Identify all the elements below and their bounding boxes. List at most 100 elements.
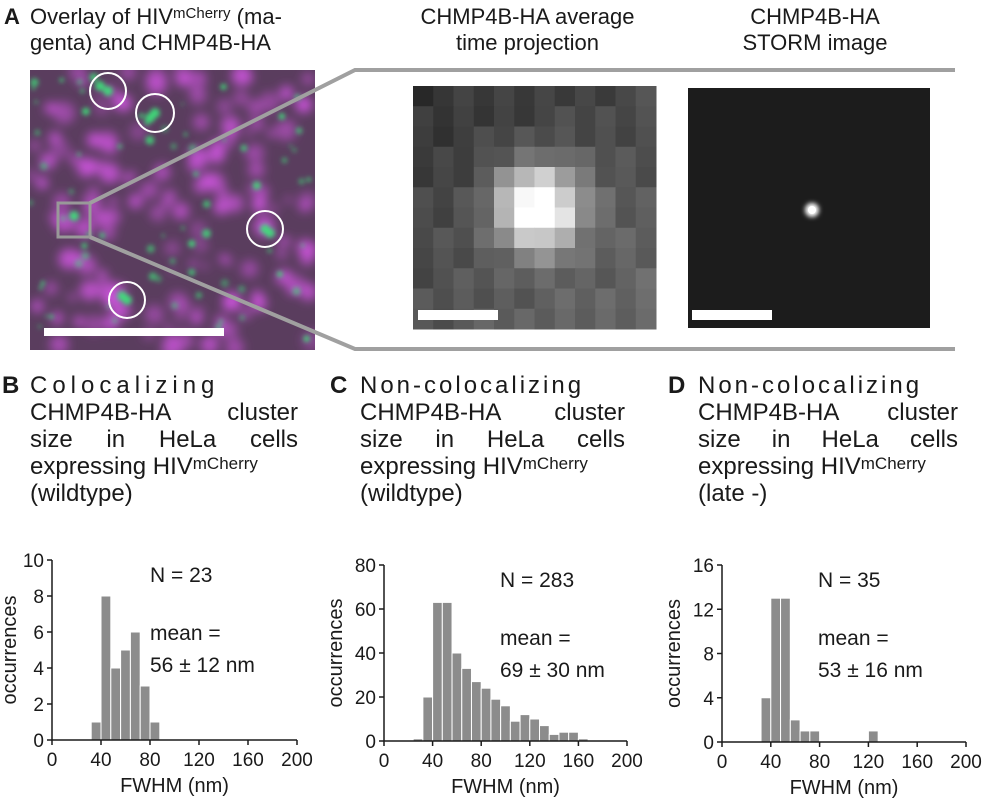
y-tick-label: 8 bbox=[703, 645, 714, 666]
histogram-bar bbox=[441, 601, 453, 742]
panel-b-caption: Colocalizing CHMP4B-HA cluster size in H… bbox=[30, 372, 298, 507]
panel-a-caption: Overlay of HIVmCherry (ma- genta) and CH… bbox=[30, 4, 282, 56]
panel-d-caption-line1: Non-colocalizing bbox=[698, 372, 923, 399]
y-tick-label: 20 bbox=[355, 688, 376, 709]
storm-cluster-core bbox=[808, 206, 816, 214]
mean-annotation-line2: 69 ± 30 nm bbox=[500, 659, 605, 682]
histogram-bar bbox=[799, 730, 811, 743]
x-tick-label: 80 bbox=[809, 752, 830, 773]
histogram-bar bbox=[558, 731, 570, 742]
panel-c-caption-line5: (wildtype) bbox=[360, 480, 463, 507]
x-tick-label: 200 bbox=[611, 751, 643, 772]
x-axis-label: FWHM (nm) bbox=[120, 775, 229, 797]
x-axis-label: FWHM (nm) bbox=[451, 776, 560, 798]
panel-b-caption-line4: expressing HIV bbox=[30, 453, 193, 480]
y-tick-label: 10 bbox=[23, 551, 44, 572]
histogram-bar bbox=[770, 597, 782, 743]
y-tick-label: 12 bbox=[693, 600, 714, 621]
zoom-region-box bbox=[56, 201, 92, 239]
y-tick-label: 4 bbox=[703, 689, 714, 710]
y-tick-label: 8 bbox=[33, 587, 44, 608]
histogram-bar bbox=[139, 685, 151, 741]
colocalization-circle bbox=[108, 281, 146, 319]
avg-scale-bar bbox=[418, 310, 498, 320]
x-tick-label: 40 bbox=[90, 750, 111, 771]
panel-c-letter: C bbox=[330, 372, 348, 399]
x-tick-label: 120 bbox=[183, 750, 215, 771]
overlay-image bbox=[30, 70, 315, 350]
histogram-bar bbox=[422, 696, 434, 742]
mean-annotation-line2: 53 ± 16 nm bbox=[818, 659, 923, 682]
x-tick-label: 160 bbox=[563, 751, 595, 772]
histogram-bar bbox=[461, 667, 472, 742]
y-tick-label: 2 bbox=[33, 695, 44, 716]
histogram-bar bbox=[809, 730, 821, 743]
colocalization-circle bbox=[246, 210, 284, 248]
histogram-bar bbox=[509, 720, 521, 742]
zoom-connector-top bbox=[89, 68, 955, 205]
panel-c-caption-line1: Non-colocalizing bbox=[360, 372, 585, 399]
histogram-b: 0 2 4 6 8 10 0 40 80 120 160 200 FWHM (nm) occurrence… bbox=[0, 551, 313, 797]
y-tick-label: 4 bbox=[33, 659, 44, 680]
x-tick-label: 80 bbox=[471, 751, 492, 772]
histogram-bar bbox=[867, 730, 879, 743]
x-tick-label: 80 bbox=[139, 750, 160, 771]
panel-b-letter: B bbox=[2, 372, 20, 399]
x-tick-label: 200 bbox=[950, 752, 982, 773]
x-tick-label: 120 bbox=[853, 752, 885, 773]
panel-a-caption-post: (ma- bbox=[230, 4, 282, 29]
mean-annotation-line1: mean = bbox=[150, 622, 221, 645]
avg-caption-line1: CHMP4B-HA average bbox=[420, 4, 635, 29]
histogram-bar bbox=[548, 733, 560, 742]
panel-d-caption: Non-colocalizing CHMP4B-HA cluster size … bbox=[698, 372, 958, 507]
panel-d-caption-line2: CHMP4B-HA cluster bbox=[698, 399, 958, 426]
panel-b-caption-line2: CHMP4B-HA cluster bbox=[30, 399, 298, 426]
histogram-bar bbox=[120, 649, 131, 741]
x-tick-label: 0 bbox=[379, 751, 390, 772]
x-tick-label: 40 bbox=[760, 752, 781, 773]
mean-annotation-line1: mean = bbox=[500, 627, 571, 650]
average-projection-image bbox=[413, 86, 657, 330]
histogram-bar bbox=[529, 718, 541, 742]
histogram-bar bbox=[470, 681, 482, 742]
panel-a-caption-sup: mCherry bbox=[173, 5, 231, 22]
histogram-bar bbox=[539, 725, 550, 742]
mean-annotation-line1: mean = bbox=[818, 627, 889, 650]
axis-line bbox=[51, 560, 297, 741]
n-annotation: N = 23 bbox=[150, 564, 212, 587]
histogram-bar bbox=[760, 697, 772, 743]
y-tick-label: 40 bbox=[355, 644, 376, 665]
panel-c-caption-line2: CHMP4B-HA cluster bbox=[360, 399, 625, 426]
y-tick-label: 0 bbox=[365, 732, 376, 753]
storm-caption-line2: STORM image bbox=[742, 30, 888, 55]
overlay-scale-bar bbox=[44, 328, 224, 336]
panel-b-caption-line3: size in HeLa cells bbox=[30, 426, 298, 453]
avg-projection-caption: CHMP4B-HA average time projection bbox=[395, 4, 660, 56]
x-tick-label: 160 bbox=[901, 752, 933, 773]
mean-annotation-line2: 56 ± 12 nm bbox=[150, 654, 255, 677]
panel-c-caption-line4: expressing HIV bbox=[360, 453, 523, 480]
panel-b-caption-line1: Colocalizing bbox=[30, 372, 220, 399]
panel-c-caption-line3: size in HeLa cells bbox=[360, 426, 625, 453]
storm-scale-bar bbox=[692, 310, 772, 320]
y-tick-label: 60 bbox=[355, 600, 376, 621]
x-axis-label: FWHM (nm) bbox=[790, 777, 899, 799]
x-tick-label: 120 bbox=[514, 751, 546, 772]
panel-a-caption-line2: genta) and CHMP4B-HA bbox=[30, 30, 271, 55]
histogram-bar bbox=[432, 601, 443, 742]
histogram-bar bbox=[149, 721, 161, 741]
panel-b-caption-line5: (wildtype) bbox=[30, 480, 133, 507]
y-axis-label: occurrences bbox=[663, 599, 685, 708]
y-tick-label: 80 bbox=[355, 556, 376, 577]
n-annotation: N = 283 bbox=[500, 569, 574, 592]
avg-caption-line2: time projection bbox=[455, 30, 600, 55]
storm-caption-line1: CHMP4B-HA bbox=[750, 4, 880, 29]
x-tick-label: 0 bbox=[717, 752, 728, 773]
panel-c-caption-sup: mCherry bbox=[522, 454, 588, 473]
histogram-bar bbox=[90, 721, 102, 741]
panel-b-caption-sup: mCherry bbox=[192, 454, 258, 473]
histogram-c: 0 20 40 60 80 0 40 80 120 160 200 FWHM (nm) occurren… bbox=[325, 556, 643, 798]
panel-d-letter: D bbox=[668, 372, 686, 399]
y-axis-label: occurrences bbox=[0, 596, 21, 705]
